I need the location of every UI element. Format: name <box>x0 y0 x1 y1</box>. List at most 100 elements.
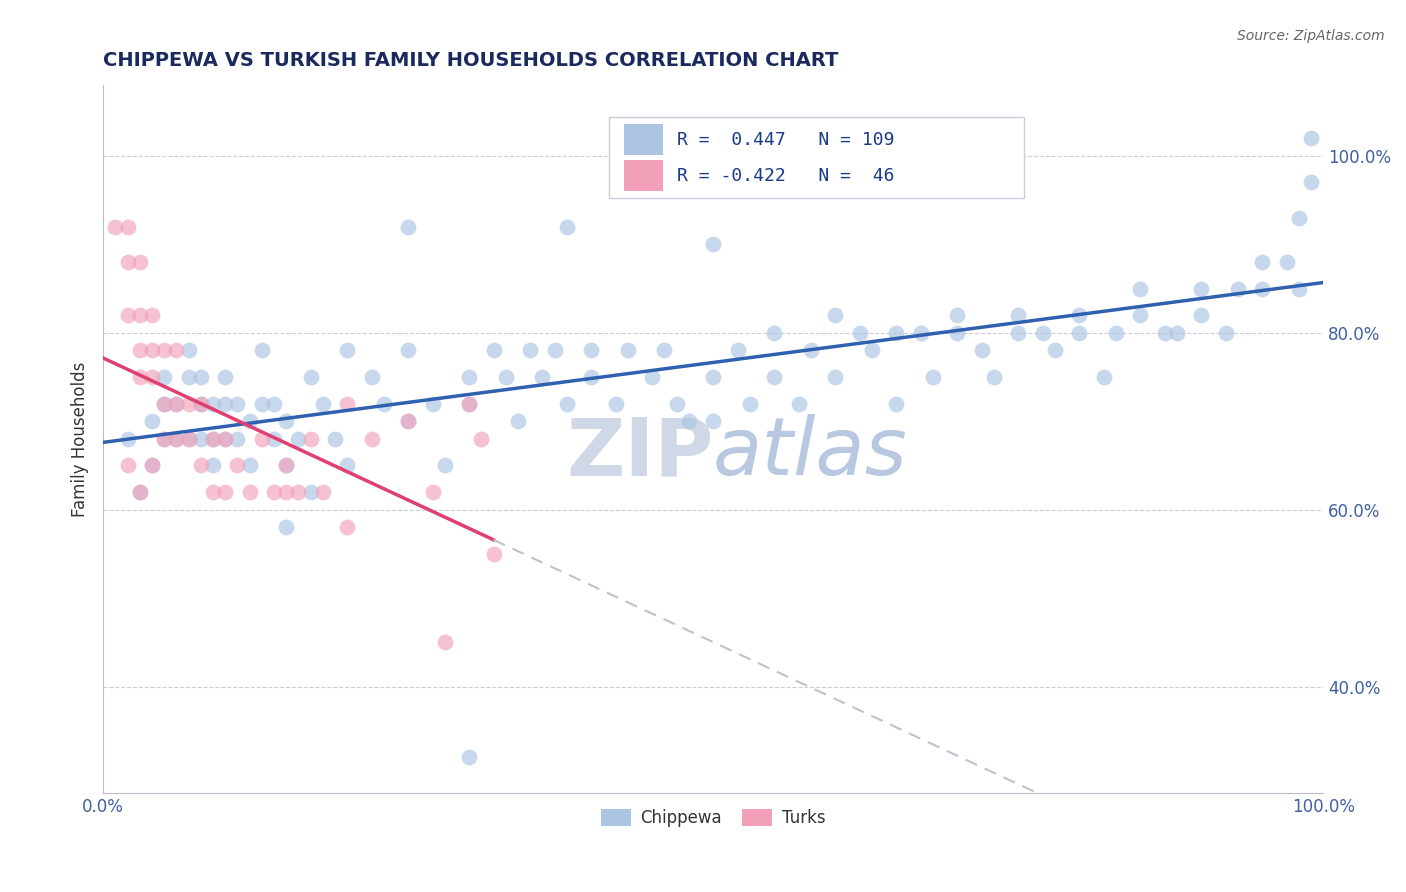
Point <box>299 485 322 500</box>
Point <box>190 370 212 384</box>
Point <box>287 485 309 500</box>
Point <box>506 414 529 428</box>
Point <box>201 396 224 410</box>
Point <box>763 326 786 340</box>
Point <box>177 343 200 358</box>
FancyBboxPatch shape <box>609 117 1024 198</box>
Point <box>153 396 176 410</box>
Point <box>226 396 249 410</box>
Text: R = -0.422   N =  46: R = -0.422 N = 46 <box>676 167 894 185</box>
Point <box>1043 343 1066 358</box>
Point <box>1129 308 1152 322</box>
Point <box>276 458 298 473</box>
Y-axis label: Family Households: Family Households <box>72 361 89 516</box>
Point <box>1166 326 1188 340</box>
Point <box>336 520 359 534</box>
Point <box>226 458 249 473</box>
Point <box>482 547 505 561</box>
Point <box>128 343 150 358</box>
Point <box>1129 281 1152 295</box>
Point <box>360 370 382 384</box>
Point <box>250 432 273 446</box>
Point <box>1189 308 1212 322</box>
Point <box>177 432 200 446</box>
Point <box>396 219 419 234</box>
Legend: Chippewa, Turks: Chippewa, Turks <box>593 802 832 834</box>
Point <box>983 370 1005 384</box>
Text: ZIP: ZIP <box>565 414 713 492</box>
Point <box>1092 370 1115 384</box>
Point <box>727 343 749 358</box>
Point <box>238 458 260 473</box>
Point <box>373 396 395 410</box>
Point <box>1189 281 1212 295</box>
Point <box>312 485 335 500</box>
Point <box>299 432 322 446</box>
Point <box>910 326 932 340</box>
Point <box>1288 281 1310 295</box>
Point <box>165 343 187 358</box>
Point <box>1007 326 1029 340</box>
Point <box>263 485 285 500</box>
Point <box>422 485 444 500</box>
Point <box>117 308 139 322</box>
Point <box>276 414 298 428</box>
Point <box>848 326 870 340</box>
Point <box>543 343 565 358</box>
Point <box>153 370 176 384</box>
Point <box>190 396 212 410</box>
Point <box>153 432 176 446</box>
Point <box>177 370 200 384</box>
Point <box>336 396 359 410</box>
Point <box>702 237 724 252</box>
Text: R =  0.447   N = 109: R = 0.447 N = 109 <box>676 131 894 149</box>
Point <box>128 308 150 322</box>
Point <box>141 414 163 428</box>
Point <box>287 432 309 446</box>
Point <box>433 635 456 649</box>
Point <box>201 458 224 473</box>
Point <box>1288 211 1310 225</box>
Point <box>214 396 236 410</box>
Point <box>128 370 150 384</box>
Point <box>1299 131 1322 145</box>
Point <box>128 255 150 269</box>
Point <box>1215 326 1237 340</box>
Point <box>153 343 176 358</box>
Point <box>396 414 419 428</box>
Point <box>141 458 163 473</box>
Point <box>336 343 359 358</box>
Point <box>702 370 724 384</box>
Point <box>396 343 419 358</box>
Point <box>800 343 823 358</box>
Point <box>117 432 139 446</box>
Point <box>616 343 638 358</box>
Point <box>665 396 688 410</box>
Point <box>360 432 382 446</box>
Point <box>1251 281 1274 295</box>
Point <box>165 396 187 410</box>
Text: atlas: atlas <box>713 414 908 492</box>
Point <box>190 432 212 446</box>
Point <box>165 432 187 446</box>
Point <box>117 219 139 234</box>
Point <box>141 343 163 358</box>
Point <box>165 396 187 410</box>
Point <box>1299 175 1322 189</box>
Point <box>482 343 505 358</box>
Point <box>921 370 943 384</box>
Point <box>641 370 664 384</box>
Point <box>153 396 176 410</box>
Point <box>787 396 810 410</box>
Point <box>763 370 786 384</box>
Bar <box>624 124 664 155</box>
Point <box>238 485 260 500</box>
Point <box>519 343 541 358</box>
Point <box>652 343 675 358</box>
Point <box>214 485 236 500</box>
Point <box>214 370 236 384</box>
Point <box>226 432 249 446</box>
Point <box>141 308 163 322</box>
Point <box>250 343 273 358</box>
Point <box>579 343 602 358</box>
